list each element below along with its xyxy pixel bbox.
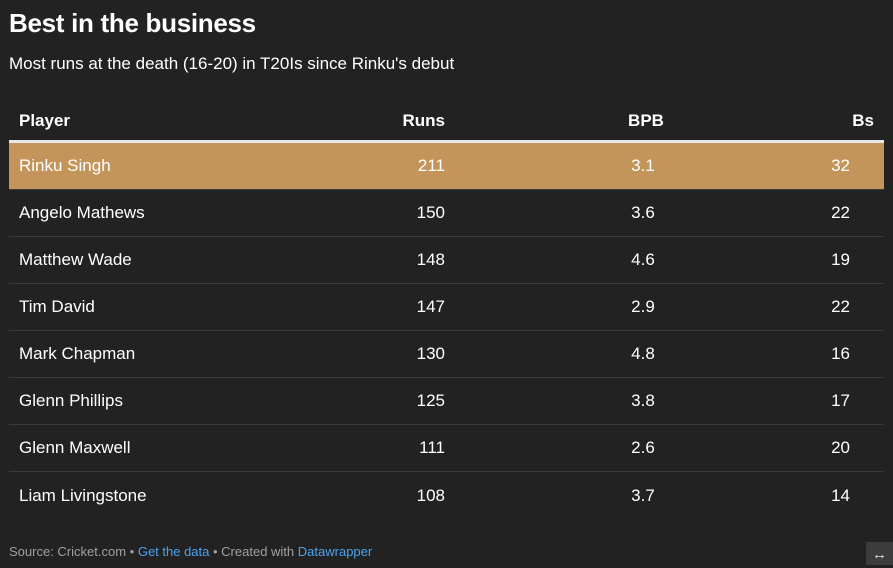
cell-player: Glenn Maxwell [19,438,131,457]
chart-subtitle: Most runs at the death (16-20) in T20Is … [9,54,455,73]
cell-bs: 22 [831,203,850,222]
table-row-highlighted: Rinku Singh 211 3.1 32 [9,143,884,190]
cell-bpb: 3.8 [631,391,655,410]
cell-bpb: 3.7 [631,485,655,505]
cell-player: Angelo Mathews [19,203,145,222]
cell-runs: 125 [416,391,445,410]
cell-runs: 108 [416,485,445,505]
header-bpb[interactable]: BPB [628,111,664,130]
chart-title: Best in the business [9,8,256,38]
cell-bs: 20 [831,438,850,457]
cell-runs: 130 [416,344,445,363]
get-data-link[interactable]: Get the data [137,544,210,559]
cell-bpb: 3.1 [631,156,655,175]
cell-bpb: 2.6 [631,438,655,457]
cell-bs: 22 [831,297,850,316]
cell-bpb: 4.8 [631,344,655,363]
cell-runs: 147 [416,297,445,316]
cell-bpb: 3.6 [631,203,655,222]
cell-runs: 211 [417,156,445,175]
header-player[interactable]: Player [19,111,71,130]
datawrapper-link[interactable]: Datawrapper [297,544,373,559]
table-row: Tim David 147 2.9 22 [9,284,884,331]
cell-runs: 150 [416,203,445,222]
cell-bs: 14 [831,485,850,505]
table-row: Liam Livingstone 108 3.7 14 [9,472,884,519]
cell-player: Rinku Singh [19,156,111,175]
source-text: Source: Cricket.com [9,544,127,559]
cell-bs: 32 [831,156,850,175]
cell-bpb: 4.6 [631,250,655,269]
header-bs[interactable]: Bs [852,111,874,130]
footer: Source: Cricket.com • Get the data • Cre… [9,544,372,559]
cell-bs: 16 [831,344,850,363]
resize-icon[interactable]: ↔ [866,542,893,565]
cell-player: Tim David [19,297,95,316]
table-row: Mark Chapman 130 4.8 16 [9,331,884,378]
table-row: Matthew Wade 148 4.6 19 [9,237,884,284]
cell-player: Mark Chapman [19,344,136,363]
table-row: Glenn Phillips 125 3.8 17 [9,378,884,425]
cell-runs: 148 [416,250,445,269]
cell-bpb: 2.9 [631,297,655,316]
table-row: Glenn Maxwell 111 2.6 20 [9,425,884,472]
cell-runs: 111 [419,438,445,457]
cell-bs: 19 [831,250,850,269]
created-with-text: Created with [221,544,295,559]
header-runs[interactable]: Runs [402,111,446,130]
data-table: Player Runs BPB Bs Rinku Singh 211 3.1 32 An… [9,100,884,519]
cell-bs: 17 [831,391,850,410]
separator: • [126,544,138,559]
table-row: Angelo Mathews 150 3.6 22 [9,190,884,237]
table-header: Player Runs BPB Bs [9,100,884,143]
cell-player: Liam Livingstone [19,485,147,505]
cell-player: Glenn Phillips [19,391,123,410]
cell-player: Matthew Wade [19,250,132,269]
separator: • [209,544,222,559]
